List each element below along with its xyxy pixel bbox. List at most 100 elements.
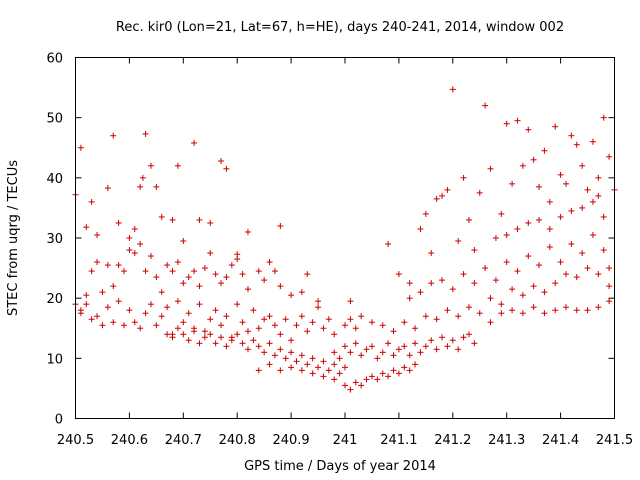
- data-point: [94, 231, 101, 238]
- data-point: [320, 358, 327, 365]
- data-point: [606, 265, 613, 272]
- x-tick-label: 241.1: [380, 433, 417, 448]
- data-point: [552, 123, 559, 130]
- data-point: [266, 313, 273, 320]
- x-tick-label: 240.8: [219, 433, 256, 448]
- data-point: [94, 259, 101, 266]
- data-point: [331, 376, 338, 383]
- data-point: [137, 241, 144, 248]
- data-point: [530, 304, 537, 311]
- data-point: [304, 328, 311, 335]
- data-point: [185, 310, 192, 317]
- data-point: [562, 180, 569, 187]
- data-point: [169, 216, 176, 223]
- data-point: [277, 346, 284, 353]
- data-point: [395, 370, 402, 377]
- data-point: [595, 192, 602, 199]
- data-point: [536, 183, 543, 190]
- data-point: [568, 241, 575, 248]
- data-point: [584, 307, 591, 314]
- data-point: [131, 225, 138, 232]
- data-point: [471, 247, 478, 254]
- data-point: [196, 283, 203, 290]
- data-point: [185, 337, 192, 344]
- data-point: [503, 231, 510, 238]
- data-point: [363, 376, 370, 383]
- data-point: [503, 259, 510, 266]
- data-point: [83, 301, 90, 308]
- data-point: [288, 364, 295, 371]
- data-point: [88, 268, 95, 275]
- data-point: [336, 355, 343, 362]
- data-point: [142, 268, 149, 275]
- data-point: [271, 352, 278, 359]
- data-point: [385, 241, 392, 248]
- data-point: [239, 340, 246, 347]
- data-point: [509, 307, 516, 314]
- data-point: [390, 328, 397, 335]
- data-point: [88, 198, 95, 205]
- data-point: [88, 316, 95, 323]
- data-point: [536, 262, 543, 269]
- data-point: [244, 286, 251, 293]
- data-point: [417, 349, 424, 356]
- data-point: [191, 328, 198, 335]
- data-point: [164, 331, 171, 338]
- data-point: [271, 322, 278, 329]
- data-point: [525, 219, 532, 226]
- data-point: [358, 313, 365, 320]
- x-axis-label: GPS time / Days of year 2014: [244, 459, 436, 474]
- data-point: [309, 319, 316, 326]
- data-point: [315, 298, 322, 305]
- data-point: [568, 132, 575, 139]
- data-point: [530, 283, 537, 290]
- data-point: [201, 265, 208, 272]
- data-point: [600, 114, 607, 121]
- data-point: [368, 373, 375, 380]
- data-point: [115, 219, 122, 226]
- data-point: [110, 283, 117, 290]
- y-tick-label: 50: [46, 112, 63, 127]
- data-point: [169, 334, 176, 341]
- data-point: [347, 316, 354, 323]
- data-point: [347, 298, 354, 305]
- data-point: [255, 268, 262, 275]
- data-point: [503, 120, 510, 127]
- data-point: [126, 235, 133, 241]
- data-point: [261, 277, 268, 284]
- data-point: [358, 352, 365, 359]
- data-point: [562, 304, 569, 311]
- data-point: [395, 346, 402, 353]
- data-point: [465, 331, 472, 338]
- data-point: [131, 250, 138, 257]
- data-point: [239, 271, 246, 278]
- data-point: [439, 277, 446, 284]
- data-point: [536, 216, 543, 223]
- data-point: [390, 367, 397, 374]
- data-point: [201, 334, 208, 341]
- data-point: [277, 283, 284, 290]
- data-point: [406, 367, 413, 374]
- data-point: [606, 283, 613, 290]
- data-point: [115, 262, 122, 269]
- data-point: [320, 325, 327, 332]
- data-point: [379, 370, 386, 377]
- data-point: [223, 274, 230, 281]
- data-point: [492, 235, 499, 241]
- data-point: [433, 195, 440, 202]
- data-point: [579, 250, 586, 257]
- data-point: [417, 289, 424, 296]
- data-point: [174, 162, 181, 169]
- data-point: [266, 340, 273, 347]
- data-point: [444, 186, 451, 193]
- data-point: [401, 364, 408, 371]
- data-point: [552, 280, 559, 287]
- data-point: [223, 165, 230, 172]
- axis-ticks: 240.5 240.6 240.7 240.8 240.9 241 241.1 241.2 24…: [46, 52, 633, 449]
- data-point: [164, 262, 171, 269]
- data-point: [77, 310, 84, 317]
- data-point: [180, 319, 187, 326]
- data-point: [589, 198, 596, 205]
- x-tick-label: 241.3: [488, 433, 525, 448]
- data-point: [331, 361, 338, 368]
